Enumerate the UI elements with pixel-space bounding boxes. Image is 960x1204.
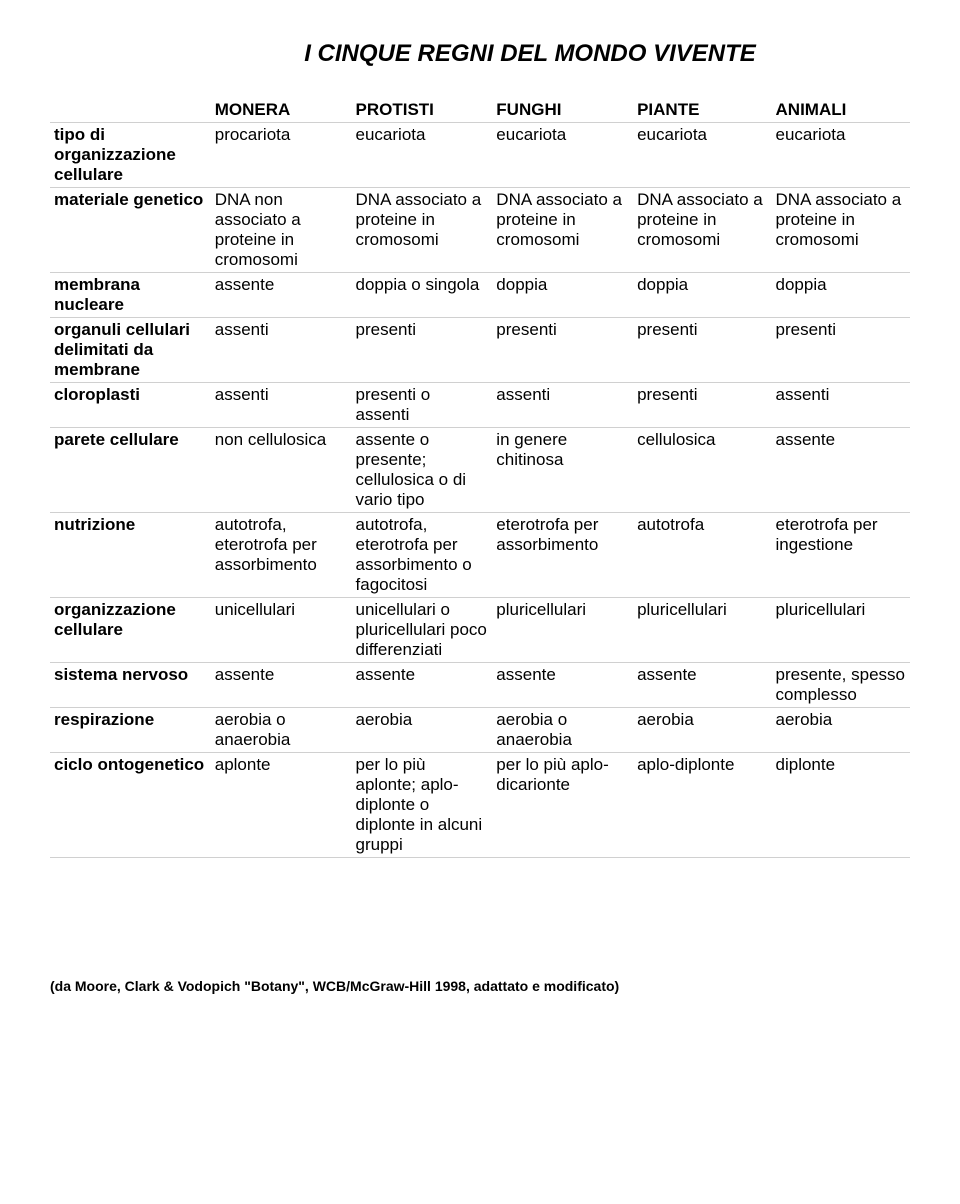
row-label: respirazione <box>50 708 211 753</box>
cell: presenti <box>492 318 633 383</box>
cell: presenti o assenti <box>352 383 493 428</box>
cell: presenti <box>633 383 771 428</box>
cell: aplonte <box>211 753 352 858</box>
cell: DNA associato a proteine in cromosomi <box>633 188 771 273</box>
cell: aerobia o anaerobia <box>492 708 633 753</box>
cell: aerobia <box>352 708 493 753</box>
cell: DNA non associato a proteine in cromosom… <box>211 188 352 273</box>
cell: aerobia <box>772 708 910 753</box>
table-row: tipo di organizzazione cellulare procari… <box>50 123 910 188</box>
row-label: sistema nervoso <box>50 663 211 708</box>
col-header: PROTISTI <box>352 98 493 123</box>
table-row: ciclo ontogenetico aplonte per lo più ap… <box>50 753 910 858</box>
row-label: tipo di organizzazione cellulare <box>50 123 211 188</box>
cell: assente o presente; cellulosica o di var… <box>352 428 493 513</box>
cell: assente <box>211 273 352 318</box>
cell: aplo-diplonte <box>633 753 771 858</box>
table-row: respirazione aerobia o anaerobia aerobia… <box>50 708 910 753</box>
table-row: organuli cellulari delimitati da membran… <box>50 318 910 383</box>
cell: aerobia o anaerobia <box>211 708 352 753</box>
cell: assenti <box>492 383 633 428</box>
col-header: MONERA <box>211 98 352 123</box>
cell: unicellulari <box>211 598 352 663</box>
cell: eucariota <box>633 123 771 188</box>
cell: autotrofa <box>633 513 771 598</box>
cell: pluricellulari <box>633 598 771 663</box>
table-body: tipo di organizzazione cellulare procari… <box>50 123 910 858</box>
cell: eterotrofa per ingestione <box>772 513 910 598</box>
cell: assenti <box>772 383 910 428</box>
citation-footer: (da Moore, Clark & Vodopich "Botany", WC… <box>50 978 910 994</box>
cell: eucariota <box>772 123 910 188</box>
cell: doppia <box>633 273 771 318</box>
cell: assente <box>211 663 352 708</box>
row-label: nutrizione <box>50 513 211 598</box>
cell: DNA associato a proteine in cromosomi <box>772 188 910 273</box>
table-row: membrana nucleare assente doppia o singo… <box>50 273 910 318</box>
col-header: FUNGHI <box>492 98 633 123</box>
cell: assente <box>772 428 910 513</box>
table-row: cloroplasti assenti presenti o assenti a… <box>50 383 910 428</box>
cell: unicellulari o pluricellulari poco diffe… <box>352 598 493 663</box>
cell: DNA associato a proteine in cromosomi <box>352 188 493 273</box>
cell: diplonte <box>772 753 910 858</box>
cell: in genere chitinosa <box>492 428 633 513</box>
header-row: MONERA PROTISTI FUNGHI PIANTE ANIMALI <box>50 98 910 123</box>
cell: pluricellulari <box>772 598 910 663</box>
kingdoms-table: MONERA PROTISTI FUNGHI PIANTE ANIMALI ti… <box>50 98 910 858</box>
cell: presenti <box>633 318 771 383</box>
row-label: organuli cellulari delimitati da membran… <box>50 318 211 383</box>
cell: assenti <box>211 383 352 428</box>
cell: presenti <box>352 318 493 383</box>
cell: eucariota <box>492 123 633 188</box>
cell: doppia <box>492 273 633 318</box>
cell: non cellulosica <box>211 428 352 513</box>
cell: presente, spesso complesso <box>772 663 910 708</box>
table-row: nutrizione autotrofa, eterotrofa per ass… <box>50 513 910 598</box>
cell: procariota <box>211 123 352 188</box>
table-row: sistema nervoso assente assente assente … <box>50 663 910 708</box>
cell: per lo più aplo-dicarionte <box>492 753 633 858</box>
table-row: parete cellulare non cellulosica assente… <box>50 428 910 513</box>
table-row: organizzazione cellulare unicellulari un… <box>50 598 910 663</box>
cell: eucariota <box>352 123 493 188</box>
page-title: I CINQUE REGNI DEL MONDO VIVENTE <box>150 40 910 68</box>
row-label: cloroplasti <box>50 383 211 428</box>
row-label: organizzazione cellulare <box>50 598 211 663</box>
cell: aerobia <box>633 708 771 753</box>
cell: eterotrofa per assorbimento <box>492 513 633 598</box>
row-label: materiale genetico <box>50 188 211 273</box>
cell: pluricellulari <box>492 598 633 663</box>
corner-cell <box>50 98 211 123</box>
cell: autotrofa, eterotrofa per assorbimento <box>211 513 352 598</box>
row-label: membrana nucleare <box>50 273 211 318</box>
col-header: PIANTE <box>633 98 771 123</box>
row-label: parete cellulare <box>50 428 211 513</box>
cell: per lo più aplonte; aplo-diplonte o dipl… <box>352 753 493 858</box>
col-header: ANIMALI <box>772 98 910 123</box>
cell: autotrofa, eterotrofa per assorbimento o… <box>352 513 493 598</box>
cell: doppia <box>772 273 910 318</box>
table-row: materiale genetico DNA non associato a p… <box>50 188 910 273</box>
row-label: ciclo ontogenetico <box>50 753 211 858</box>
cell: assente <box>352 663 493 708</box>
cell: cellulosica <box>633 428 771 513</box>
cell: DNA associato a proteine in cromosomi <box>492 188 633 273</box>
cell: assente <box>633 663 771 708</box>
cell: presenti <box>772 318 910 383</box>
cell: doppia o singola <box>352 273 493 318</box>
cell: assenti <box>211 318 352 383</box>
cell: assente <box>492 663 633 708</box>
